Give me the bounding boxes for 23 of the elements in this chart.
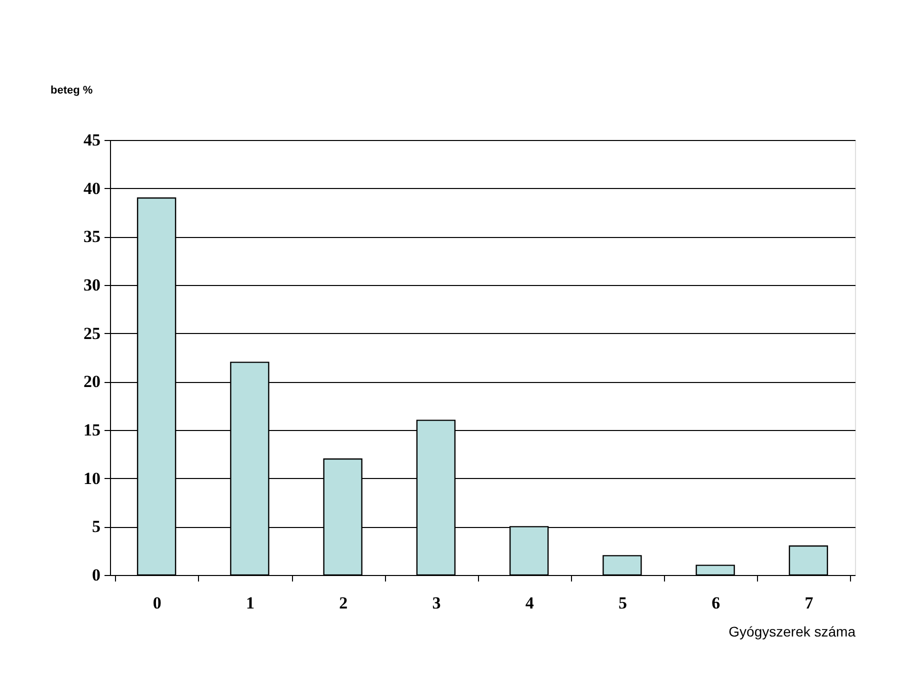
x-axis-title: Gyógyszerek száma <box>728 624 856 640</box>
x-tick-label: 3 <box>432 594 441 612</box>
bar <box>696 564 735 576</box>
y-tick-label: 30 <box>84 276 100 294</box>
x-tick-label: 7 <box>804 594 814 612</box>
y-tick-label: 10 <box>84 468 100 488</box>
x-tick-label: 5 <box>618 594 627 612</box>
bar <box>602 555 642 576</box>
x-tick-label: 1 <box>246 594 254 612</box>
y-tick-label: 25 <box>84 324 100 343</box>
x-tick-label: 4 <box>525 594 534 612</box>
y-axis-title: beteg % <box>50 84 93 96</box>
y-tick-label: 35 <box>84 227 100 246</box>
y-tick-label: 45 <box>84 130 100 150</box>
x-tick-label: 0 <box>152 594 162 612</box>
x-tick-label: 6 <box>712 594 720 612</box>
y-tick-label: 5 <box>92 517 100 536</box>
y-tick-label: 0 <box>92 566 100 584</box>
y-tick-label: 20 <box>84 372 100 392</box>
y-tick-label: 15 <box>84 420 100 440</box>
x-tick-label: 2 <box>339 594 348 612</box>
bar <box>788 545 828 576</box>
y-tick-label: 40 <box>84 178 100 198</box>
